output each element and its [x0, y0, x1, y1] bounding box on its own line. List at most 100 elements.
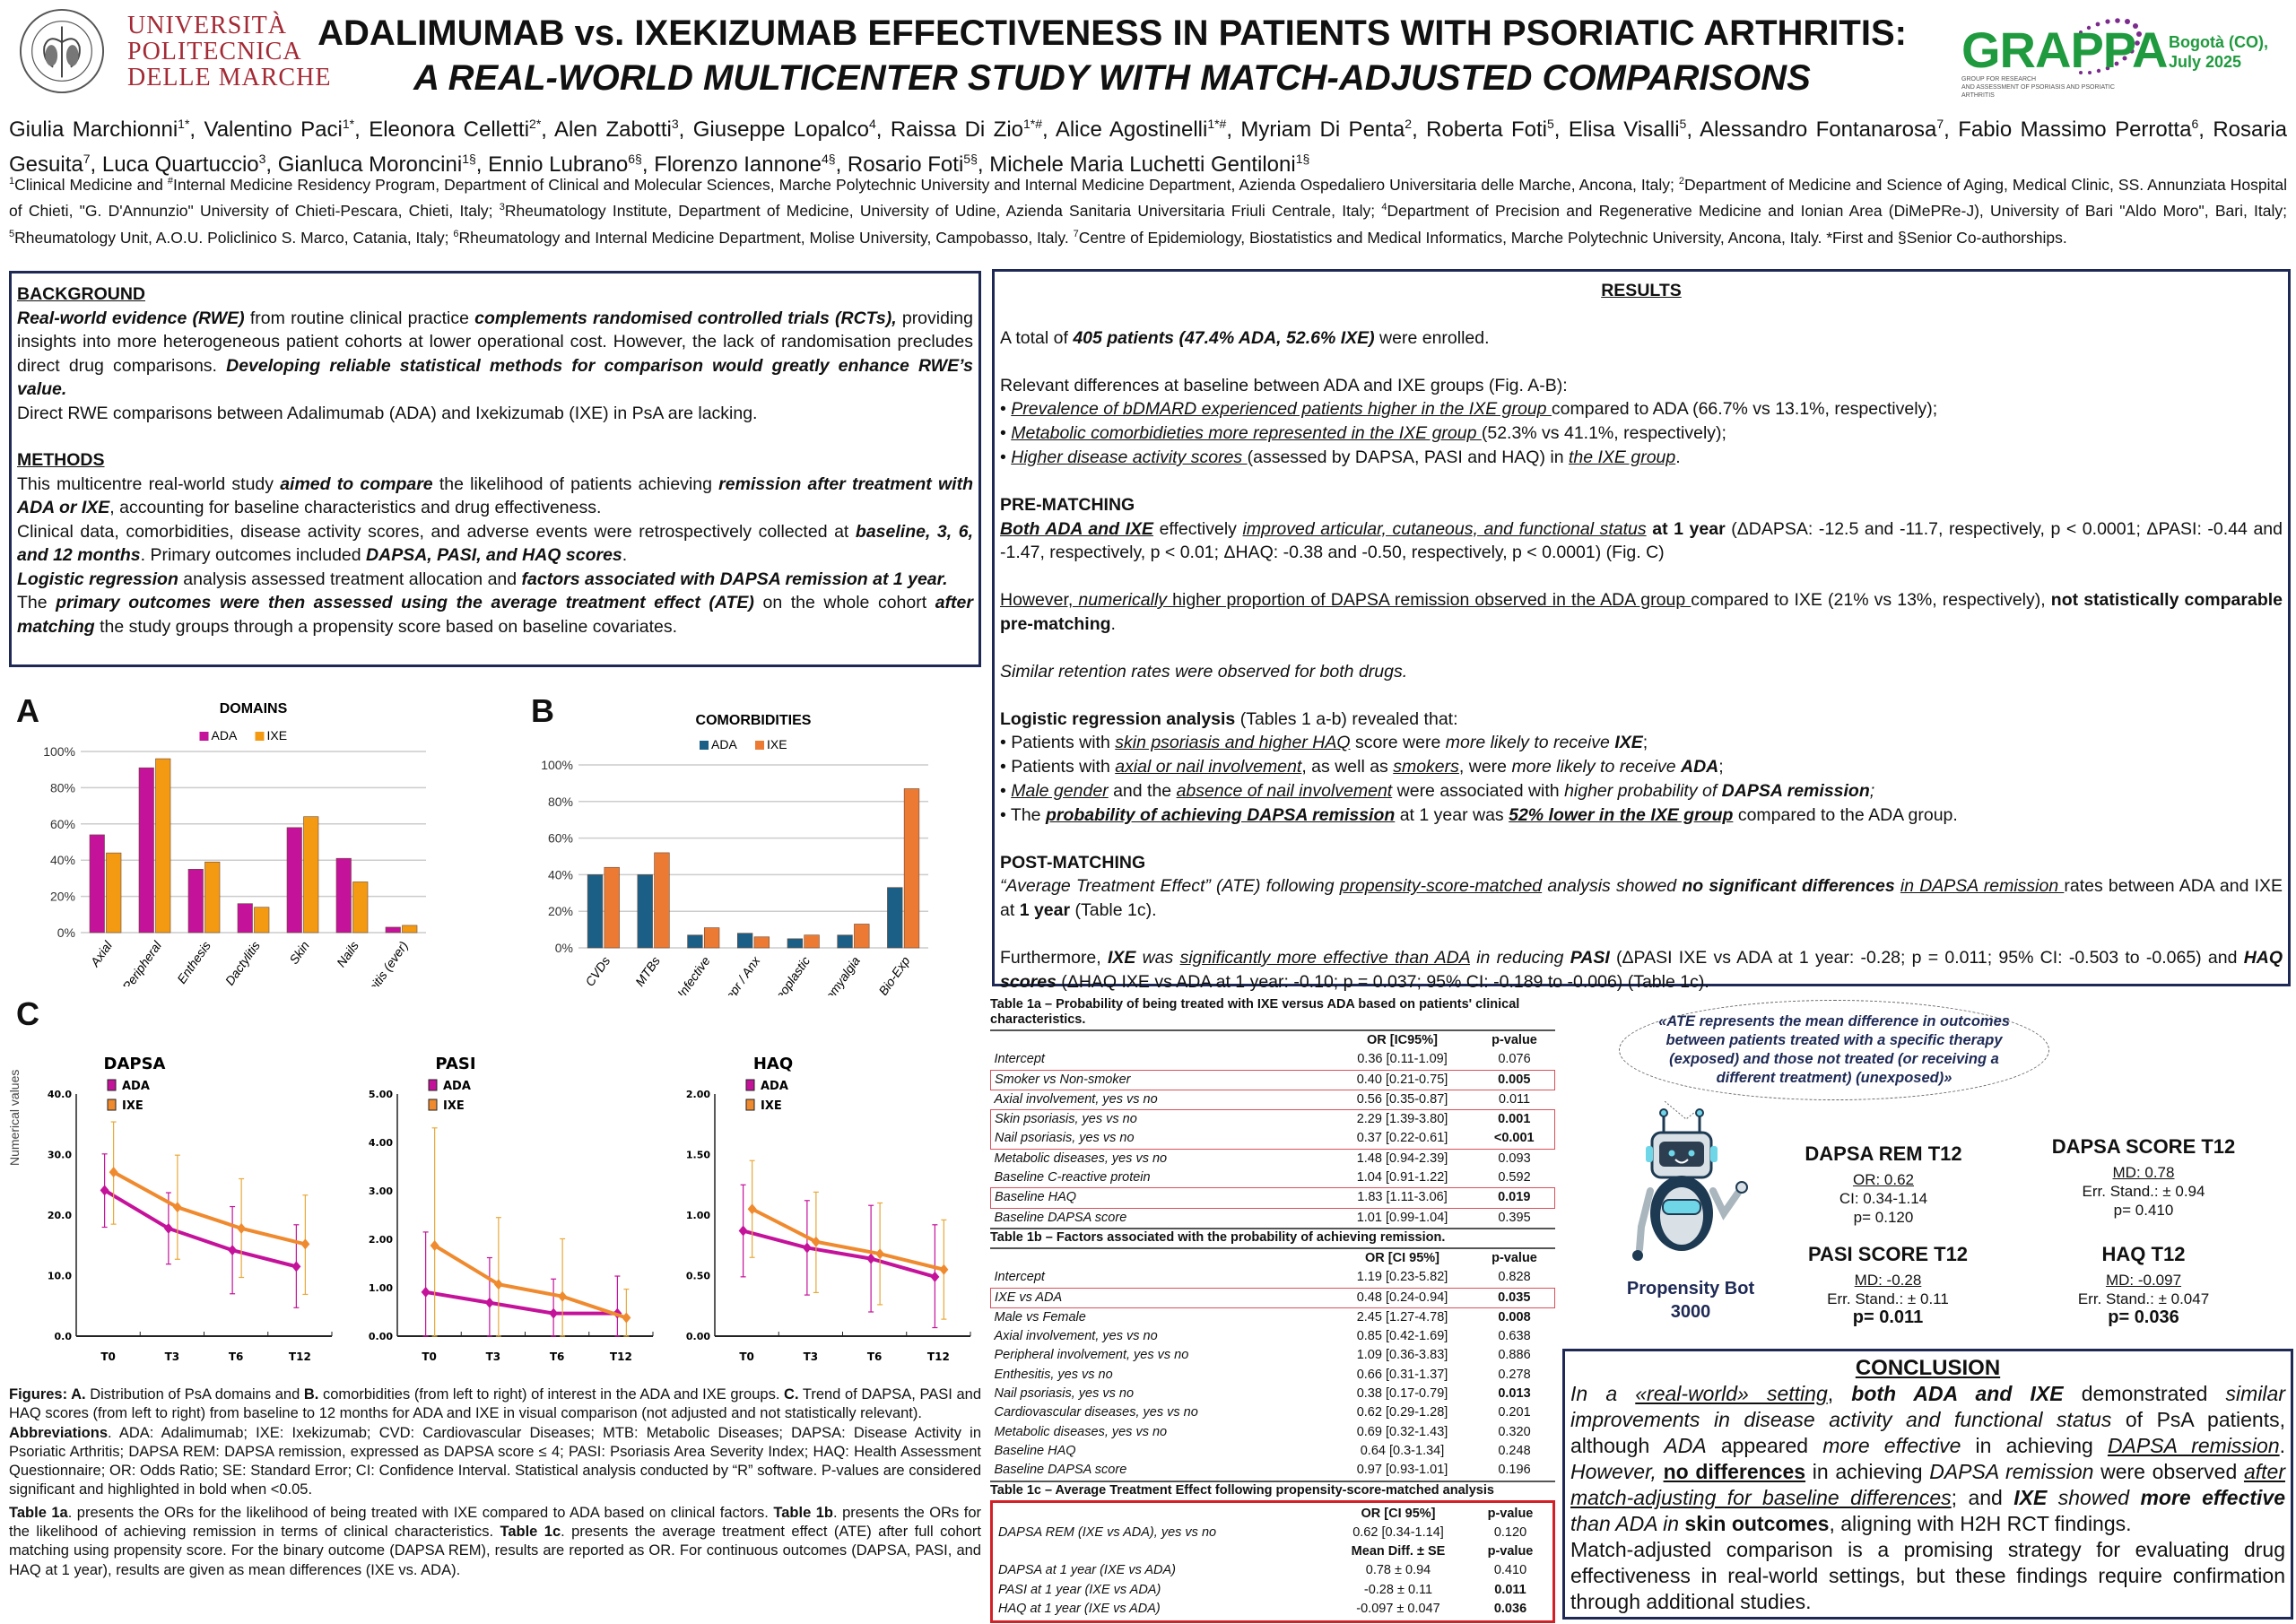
methods-paragraph: This multicentre real-world study aimed …: [17, 473, 973, 520]
row-label: Baseline DAPSA score: [994, 1210, 1127, 1225]
row-or: 0.36 [0.11-1.09]: [1357, 1052, 1448, 1067]
row-label: Peripheral involvement, yes vs no: [994, 1348, 1189, 1363]
x-tick: Uveitis (ever): [357, 939, 411, 986]
data-point: [163, 1222, 173, 1234]
bar: [352, 881, 369, 934]
row-label: Metabolic diseases, yes vs no: [994, 1424, 1168, 1439]
text-span: complements randomised controlled trials…: [474, 308, 897, 328]
logistic-bullet: • Patients with axial or nail involvemen…: [1000, 757, 1724, 777]
speech-bubble: «ATE represents the mean difference in o…: [1619, 1000, 2049, 1100]
text-span: no differences: [1663, 1460, 1806, 1483]
table-1b: OR [CI 95%] p-value Intercept 1.19 [0.23-5…: [990, 1249, 1555, 1481]
bar: [106, 852, 122, 934]
x-tick: Enthesis: [174, 939, 213, 986]
data-point: [493, 1279, 503, 1290]
chart-title: DOMAINS: [220, 701, 288, 716]
legend-label: ADA: [212, 728, 238, 743]
stat-title: PASI SCORE T12: [1807, 1243, 1969, 1265]
text-span: ;: [1869, 780, 1875, 801]
text-span: more effective: [2140, 1486, 2286, 1509]
y-tick: 20%: [548, 904, 573, 918]
text-span: , aligning with H2H RCT findings.: [1829, 1512, 2132, 1535]
bot-name: Propensity Bot 3000: [1614, 1277, 1767, 1324]
bar: [335, 857, 352, 934]
conference-info: Bogotà (CO), July 2025: [2169, 32, 2268, 72]
logistic-bullet: • Male gender and the absence of nail in…: [1000, 780, 1875, 801]
pasi-line-chart: PASI ADA IXE 0.00 1.00 2.00 3.00 4.00 5.00 T0 T3 T6…: [369, 1055, 654, 1363]
column-header: OR [CI 95%]: [1361, 1506, 1436, 1521]
row-or: 1.01 [0.99-1.04]: [1356, 1210, 1448, 1225]
title-line-1: ADALIMUMAB vs. IXEKIZUMAB EFFECTIVENESS …: [317, 13, 1907, 53]
text-span: absence of nail involvement: [1176, 780, 1393, 801]
poster-title: ADALIMUMAB vs. IXEKIZUMAB EFFECTIVENESS …: [287, 11, 1937, 100]
affiliation-marker: 1: [9, 176, 15, 187]
series-line: [751, 1207, 944, 1272]
author: Gianluca Moroncini1§: [277, 152, 476, 177]
affiliation-text: Rheumatology Unit, A.O.U. Policlinico S.…: [14, 228, 454, 247]
stat-line: MD: -0.28: [1854, 1272, 1922, 1289]
background-heading: BACKGROUND: [17, 284, 145, 304]
affiliation-text: Centre of Epidemiology, Biostatistics an…: [1078, 228, 2067, 247]
legend-swatch: [700, 741, 709, 750]
row-pvalue: 0.120: [1493, 1524, 1527, 1540]
author-affiliation-marker: 5: [1679, 117, 1687, 131]
table-row: Baseline HAQ 0.64 [0.3-1.34] 0.248: [991, 1442, 1555, 1461]
text-span: showed: [2047, 1486, 2141, 1509]
author: Giulia Marchionni1*: [9, 117, 190, 142]
series-line: [112, 1170, 306, 1246]
x-tick: CVDs: [582, 954, 613, 989]
background-methods-box: BACKGROUND Real-world evidence (RWE) fro…: [9, 271, 981, 667]
legend-swatch: [107, 1079, 117, 1091]
x-tick: T3: [804, 1350, 819, 1363]
row-pvalue: 0.201: [1498, 1405, 1531, 1420]
y-tick: 0.0: [55, 1331, 73, 1342]
text-span: primary outcomes were then assessed usin…: [56, 593, 754, 612]
table-row: Metabolic diseases, yes vs no 1.48 [0.94-…: [991, 1149, 1555, 1168]
bar: [687, 934, 703, 949]
row-or: 1.83 [1.11-3.06]: [1330, 1187, 1474, 1209]
row-label: Smoker vs Non-smoker: [990, 1069, 1331, 1090]
author: Rosaria Gesuita7: [9, 117, 2288, 177]
figure-c-ylabel: Numerical values: [7, 1069, 22, 1166]
legend-swatch: [428, 1099, 438, 1111]
results-heading: RESULTS: [1601, 281, 1682, 300]
row-label: Axial involvement, yes vs no: [994, 1091, 1158, 1107]
row-or: 1.19 [0.23-5.82]: [1356, 1270, 1448, 1285]
legend-swatch: [755, 741, 764, 750]
text-span: , as well as: [1301, 757, 1394, 777]
table-row: Axial involvement, yes vs no 0.56 [0.35-0…: [991, 1090, 1555, 1109]
domains-bar-chart: DOMAINS ADA IXE 0% 20% 40% 60% 80% 100% Axial Peri…: [43, 701, 426, 986]
author-affiliation-marker: 6: [2191, 117, 2199, 131]
row-label: Male vs Female: [994, 1309, 1086, 1324]
stat-line: Err. Stand.: ± 0.047: [2077, 1290, 2210, 1307]
author: Raissa Di Zio1*#: [890, 117, 1043, 142]
text-span: The: [17, 593, 57, 612]
row-label: Metabolic diseases, yes vs no: [994, 1151, 1168, 1166]
stat-title: DAPSA REM T12: [1805, 1142, 1962, 1165]
row-or: 1.09 [0.36-3.83]: [1356, 1348, 1448, 1363]
legend-label: ADA: [122, 1080, 150, 1093]
y-tick: 3.00: [369, 1185, 393, 1197]
data-point: [549, 1307, 559, 1319]
text-span: were associated with: [1392, 780, 1565, 801]
text-span: (ΔPASI IXE vs ADA at 1 year: -0.28; p = …: [1609, 947, 2244, 968]
x-tick: T0: [739, 1350, 754, 1363]
stat-line: MD: 0.78: [2112, 1164, 2175, 1181]
row-pvalue: 0.019: [1474, 1187, 1555, 1209]
row-label: Axial involvement, yes vs no: [994, 1329, 1158, 1344]
y-tick: 1.00: [369, 1282, 393, 1294]
table-row: Cardiovascular diseases, yes vs no 0.62 […: [991, 1403, 1555, 1422]
bar: [604, 866, 620, 949]
data-point: [939, 1264, 949, 1275]
stat-line: Err. Stand.: ± 0.11: [1827, 1290, 1949, 1307]
text-span: were observed: [2093, 1460, 2244, 1483]
text-span: both ADA and IXE: [1851, 1382, 2064, 1405]
grappa-subtitle: Group for Research and Assessment of Pso…: [1961, 75, 2148, 100]
legend-label: IXE: [267, 728, 288, 743]
data-point: [291, 1261, 301, 1272]
x-tick: Axial: [87, 938, 116, 970]
y-tick: 80%: [50, 780, 75, 795]
text-span: ; and: [1951, 1486, 2014, 1509]
logistic-bullet: • Patients with skin psoriasis and highe…: [1000, 733, 1648, 753]
grappa-wordmark: GRAPPA: [1961, 22, 2168, 78]
